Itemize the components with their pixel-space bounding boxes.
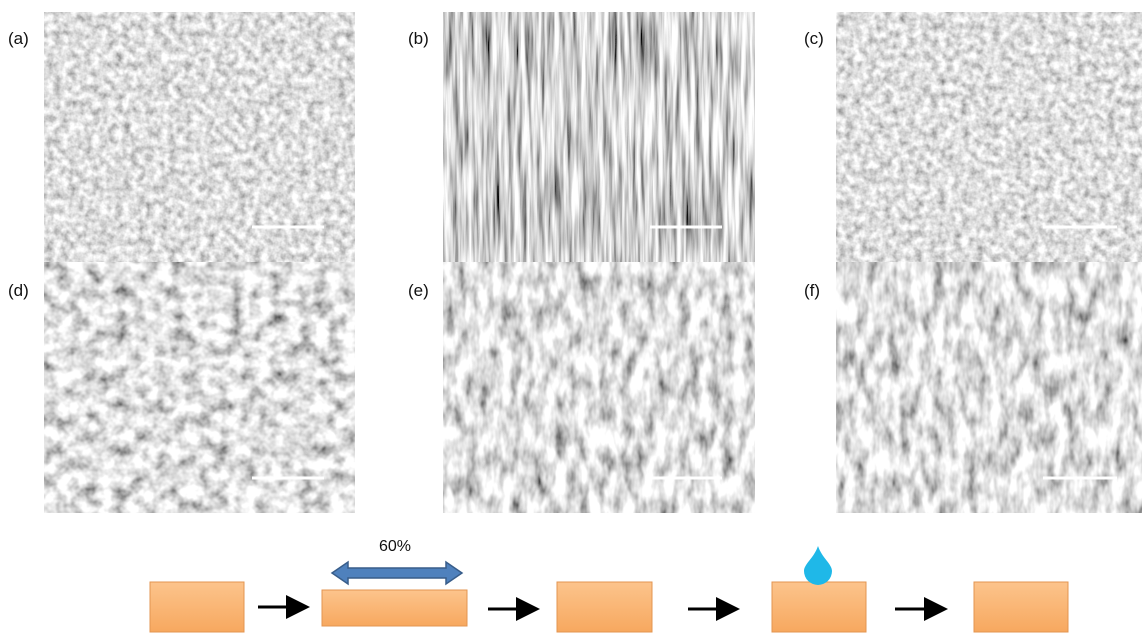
panel-label: (d): [8, 281, 29, 300]
micrograph: [44, 262, 355, 513]
micrograph: [44, 12, 355, 262]
micrograph: [443, 12, 755, 262]
sample-block: [150, 582, 244, 632]
stretch-label: 60%: [379, 538, 411, 555]
panel-label: (a): [8, 29, 29, 48]
sample-block: [557, 582, 652, 632]
sample-block: [772, 582, 866, 632]
sample-block: [974, 582, 1068, 632]
micrograph: [443, 262, 755, 513]
stretched-block: [322, 590, 467, 626]
droplet: [804, 546, 832, 585]
panel-label: (b): [408, 29, 429, 48]
micrograph: [836, 262, 1142, 513]
panel-label: (f): [804, 281, 820, 300]
micrograph: [836, 12, 1142, 262]
figure: (a) (b) (c) (d) (e) (f) 60%: [0, 0, 1142, 635]
panel-label: (e): [408, 281, 429, 300]
stretch-arrow: [332, 562, 462, 584]
panel-label: (c): [804, 29, 824, 48]
